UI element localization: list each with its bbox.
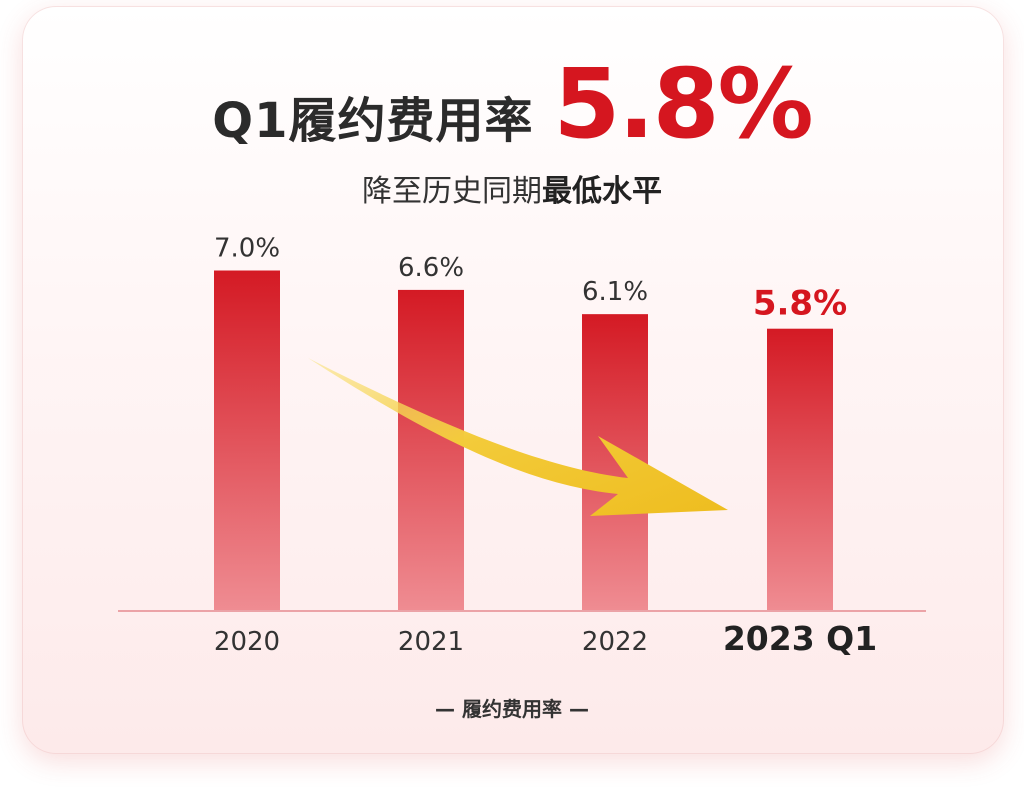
bar-2021 bbox=[398, 289, 464, 610]
value-label-2023-q1: 5.8% bbox=[753, 284, 847, 324]
category-label-2022: 2022 bbox=[582, 627, 648, 657]
category-label-2021: 2021 bbox=[398, 627, 464, 657]
chart-card bbox=[22, 6, 1004, 754]
category-label-2020: 2020 bbox=[214, 627, 280, 657]
value-label-2022: 6.1% bbox=[582, 277, 648, 307]
subtitle: 降至历史同期最低水平 bbox=[0, 166, 1024, 210]
legend-caption: — 履约费用率 — bbox=[435, 697, 589, 721]
bar-2023-q1 bbox=[767, 328, 833, 610]
subtitle-bold: 最低水平 bbox=[542, 174, 662, 209]
headline-prefix: Q1履约费用率 bbox=[212, 93, 534, 149]
bar-2020 bbox=[214, 270, 280, 610]
headline-value: 5.8% bbox=[553, 48, 813, 160]
headline: Q1履约费用率 5.8% bbox=[0, 48, 1024, 160]
value-label-2021: 6.6% bbox=[398, 253, 464, 283]
subtitle-normal: 降至历史同期 bbox=[362, 174, 542, 209]
trend-arrow-icon bbox=[308, 358, 728, 516]
value-label-2020: 7.0% bbox=[214, 234, 280, 264]
category-label-2023-q1: 2023 Q1 bbox=[723, 619, 877, 658]
